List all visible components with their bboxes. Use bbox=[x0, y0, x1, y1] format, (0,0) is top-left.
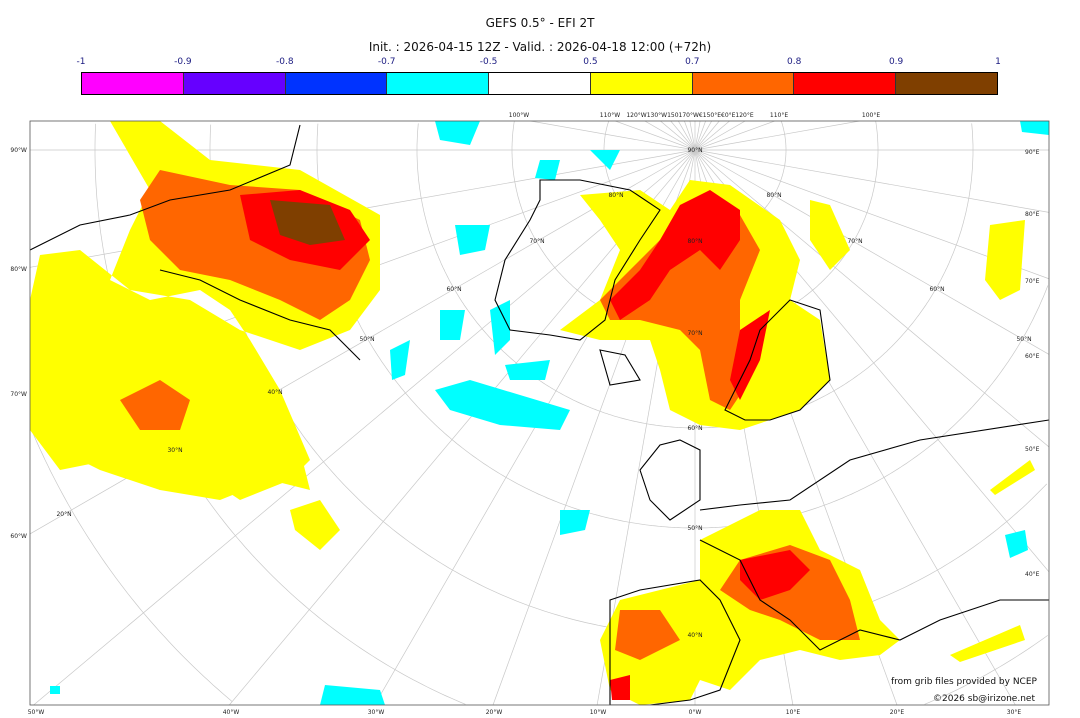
colorbar-tick-label: -0.8 bbox=[275, 57, 294, 67]
latitude-line bbox=[31, 431, 233, 702]
meridian-line bbox=[694, 121, 706, 151]
colorbar-segment bbox=[387, 73, 490, 94]
meridian-line bbox=[694, 121, 720, 151]
colorbar-segment bbox=[896, 73, 998, 94]
coastlines bbox=[30, 124, 1049, 705]
grid-label: 40°N bbox=[267, 389, 282, 396]
grid-label: 20°N bbox=[56, 511, 71, 518]
colorbar-segment bbox=[183, 73, 286, 94]
efi-field-cyan bbox=[50, 121, 1049, 705]
meridian-line bbox=[694, 149, 1049, 448]
colorbar-segment bbox=[590, 73, 693, 94]
grid-label: 50°E bbox=[1025, 446, 1040, 453]
grid-label: 40°E bbox=[1025, 571, 1040, 578]
grid-label: 30°E bbox=[1007, 709, 1022, 716]
grid-label: 50°N bbox=[687, 525, 702, 532]
meridian-line bbox=[660, 121, 696, 151]
colorbar-tick-label: -0.7 bbox=[377, 57, 396, 67]
grid-label: 40°N bbox=[687, 632, 702, 639]
grid-label: 110°W bbox=[600, 112, 620, 119]
colorbar-tick-label: -0.9 bbox=[174, 57, 192, 67]
grid-label: 10°E bbox=[786, 709, 801, 716]
meridian-line bbox=[33, 149, 696, 705]
grid-label: 110°E bbox=[770, 112, 788, 119]
grid-label: 20°E bbox=[890, 709, 905, 716]
meridian-line bbox=[694, 121, 701, 151]
colorbar-tick-label: -1 bbox=[76, 57, 86, 67]
colorbar-tick-label: 0.7 bbox=[685, 57, 700, 67]
colorbar-tick-label: -0.5 bbox=[479, 57, 498, 67]
colorbar-tick-label: 0.5 bbox=[583, 57, 598, 67]
grid-label: 80°N bbox=[608, 192, 623, 199]
grid-label: 100°W bbox=[509, 112, 529, 119]
meridian-line bbox=[530, 121, 696, 151]
colorbar bbox=[81, 72, 998, 95]
grid-label: 50°W bbox=[28, 709, 45, 716]
meridian-line bbox=[694, 121, 746, 151]
grid-label: 70°N bbox=[687, 330, 702, 337]
grid-label: 10°W bbox=[590, 709, 607, 716]
colorbar-segment bbox=[794, 73, 897, 94]
credit-copyright: ©2026 sb@irizone.net bbox=[933, 694, 1035, 704]
grid-label: 60°W bbox=[10, 533, 27, 540]
colorbar-segment bbox=[489, 73, 591, 94]
grid-label: 70°E bbox=[1025, 278, 1040, 285]
efi-field-brown bbox=[270, 200, 345, 245]
colorbar-segment bbox=[82, 73, 184, 94]
meridian-line bbox=[644, 121, 696, 151]
meridian-line bbox=[694, 121, 730, 151]
colorbar-segment bbox=[692, 73, 795, 94]
grid-label: 50°N bbox=[1016, 336, 1031, 343]
grid-label: 120°W130°W150170°W€150°E€0°E120°E bbox=[626, 112, 754, 119]
grid-label: 0°W bbox=[689, 709, 702, 716]
colorbar-tick-label: 0.8 bbox=[787, 57, 802, 67]
colorbar-tick-label: 0.9 bbox=[888, 57, 904, 67]
grid-label: 80°W bbox=[10, 266, 27, 273]
grid-label: 80°N bbox=[766, 192, 781, 199]
meridian-line bbox=[670, 121, 696, 151]
map-subtitle: Init. : 2026-04-15 12Z - Valid. : 2026-0… bbox=[368, 40, 712, 54]
grid-label: 30°W bbox=[368, 709, 385, 716]
meridian-line bbox=[694, 149, 1049, 355]
colorbar-tick-label: 1 bbox=[995, 57, 1001, 67]
meridian-line bbox=[684, 121, 696, 151]
meridian-line bbox=[677, 121, 696, 151]
grid-label: 70°W bbox=[10, 391, 27, 398]
efi-field-red bbox=[240, 190, 810, 700]
grid-label: 40°W bbox=[223, 709, 240, 716]
grid-label: 60°N bbox=[929, 286, 944, 293]
meridian-line bbox=[694, 121, 713, 151]
grid-label: 50°N bbox=[359, 336, 374, 343]
meridian-line bbox=[694, 121, 775, 151]
credit-source: from grib files provided by NCEP bbox=[891, 677, 1038, 687]
meridian-line bbox=[689, 121, 696, 151]
grid-label: 90°N bbox=[687, 147, 702, 154]
grid-label: 90°E bbox=[1025, 149, 1040, 156]
meridian-line bbox=[615, 121, 696, 151]
meridian-line bbox=[694, 121, 860, 151]
map-frame bbox=[29, 120, 1050, 706]
colorbar-segment bbox=[285, 73, 388, 94]
grid-label: 60°E bbox=[1025, 353, 1040, 360]
grid-label: 100°E bbox=[862, 112, 880, 119]
grid-label: 60°N bbox=[446, 286, 461, 293]
grid-label: 80°N bbox=[687, 238, 702, 245]
grid-label: 60°N bbox=[687, 425, 702, 432]
grid-label: 30°N bbox=[167, 447, 182, 454]
meridian-line bbox=[694, 149, 1049, 213]
grid-label: 70°N bbox=[847, 238, 862, 245]
map-title: GEFS 0.5° - EFI 2T bbox=[485, 16, 595, 30]
grid-label: 90°W bbox=[10, 147, 27, 154]
grid-label: 70°N bbox=[529, 238, 544, 245]
grid-label: 80°E bbox=[1025, 211, 1040, 218]
grid-label: 20°W bbox=[486, 709, 503, 716]
